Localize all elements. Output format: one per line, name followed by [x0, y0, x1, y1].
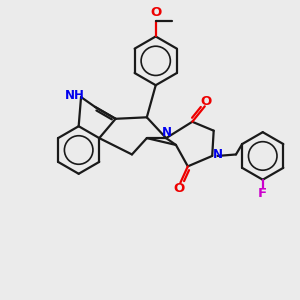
- Text: N: N: [213, 148, 223, 161]
- Text: F: F: [258, 187, 267, 200]
- Text: O: O: [150, 6, 161, 19]
- Text: N: N: [162, 126, 172, 139]
- Text: NH: NH: [64, 89, 84, 102]
- Text: O: O: [201, 95, 212, 108]
- Text: O: O: [173, 182, 184, 194]
